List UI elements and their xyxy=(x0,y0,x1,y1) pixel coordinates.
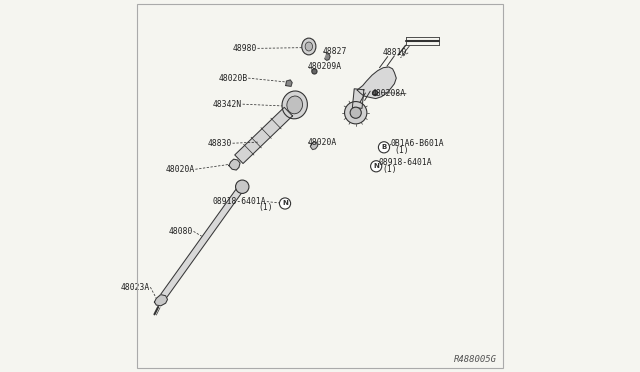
Text: 480208A: 480208A xyxy=(371,89,406,98)
Circle shape xyxy=(371,161,381,172)
Text: 0B1A6-B601A: 0B1A6-B601A xyxy=(390,140,444,148)
Ellipse shape xyxy=(305,42,312,51)
Ellipse shape xyxy=(302,38,316,55)
Text: N: N xyxy=(282,201,288,206)
Polygon shape xyxy=(160,186,244,299)
Text: 48980: 48980 xyxy=(232,44,257,53)
Circle shape xyxy=(344,102,367,124)
Circle shape xyxy=(236,180,249,193)
Polygon shape xyxy=(229,159,240,170)
Polygon shape xyxy=(235,107,292,164)
Text: (1): (1) xyxy=(259,203,273,212)
Text: 48810: 48810 xyxy=(383,48,408,57)
Text: 08918-6401A: 08918-6401A xyxy=(212,197,266,206)
Text: 48020B: 48020B xyxy=(218,74,248,83)
Text: 08918-6401A: 08918-6401A xyxy=(379,158,433,167)
Text: 48830: 48830 xyxy=(207,139,232,148)
Text: 48023A: 48023A xyxy=(120,283,150,292)
Polygon shape xyxy=(357,67,396,99)
Circle shape xyxy=(372,163,378,170)
Text: (1): (1) xyxy=(394,146,409,155)
Polygon shape xyxy=(353,89,364,108)
Ellipse shape xyxy=(282,91,307,119)
Circle shape xyxy=(312,69,317,74)
Text: B: B xyxy=(381,144,387,150)
Circle shape xyxy=(378,142,390,153)
Text: 48080: 48080 xyxy=(168,227,193,236)
Circle shape xyxy=(350,107,362,118)
Text: 480209A: 480209A xyxy=(308,62,342,71)
Text: 48020A: 48020A xyxy=(165,165,195,174)
Ellipse shape xyxy=(287,96,303,114)
Circle shape xyxy=(280,198,291,209)
Polygon shape xyxy=(325,54,330,60)
Text: R488005G: R488005G xyxy=(454,355,497,364)
Text: (1): (1) xyxy=(383,165,397,174)
Polygon shape xyxy=(286,80,292,86)
Text: N: N xyxy=(373,163,379,169)
Text: 48827: 48827 xyxy=(323,47,348,56)
Circle shape xyxy=(280,200,287,207)
Text: 48342N: 48342N xyxy=(212,100,242,109)
Polygon shape xyxy=(154,295,168,306)
Circle shape xyxy=(372,90,378,96)
Text: 48020A: 48020A xyxy=(308,138,337,147)
Polygon shape xyxy=(310,142,318,150)
